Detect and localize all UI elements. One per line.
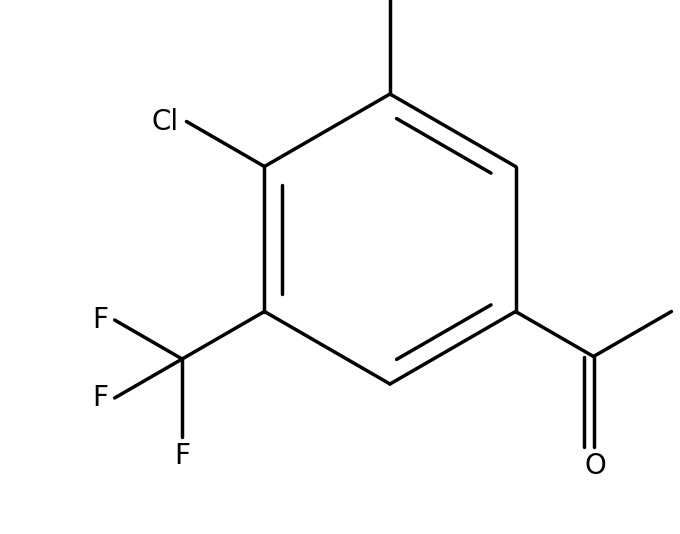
Text: F: F <box>92 384 109 412</box>
Text: F: F <box>92 306 109 334</box>
Text: O: O <box>585 452 607 480</box>
Text: Cl: Cl <box>152 107 178 136</box>
Text: F: F <box>174 442 190 470</box>
